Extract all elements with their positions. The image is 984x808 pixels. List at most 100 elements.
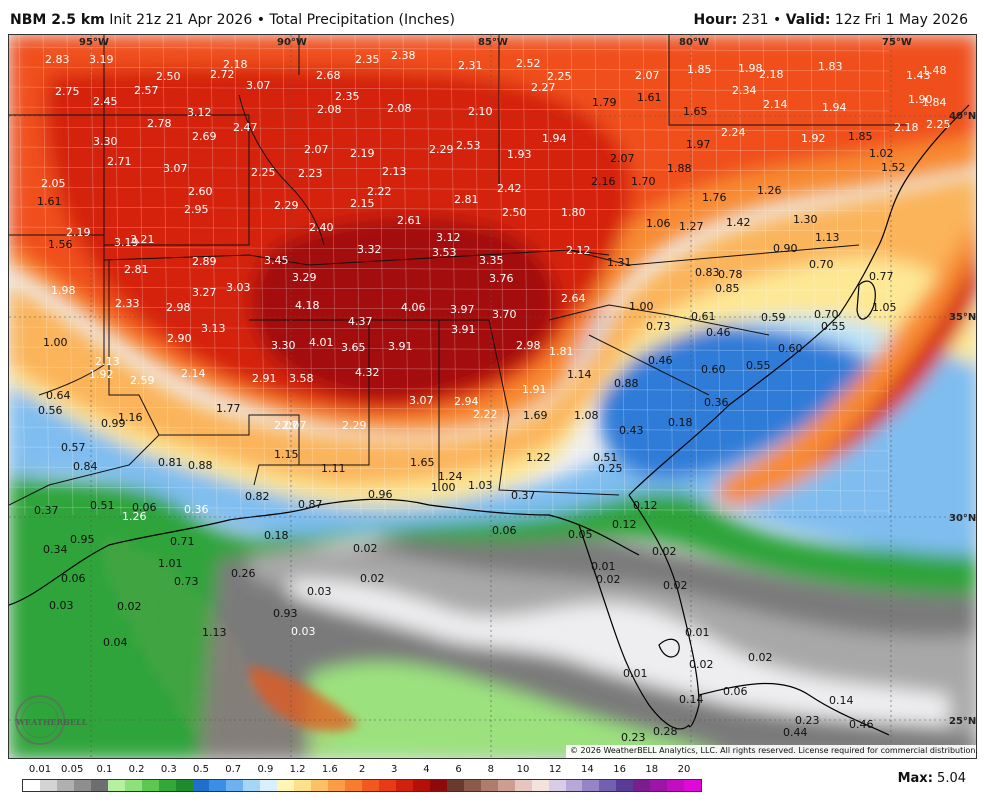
county-line xyxy=(9,166,890,172)
precip-value-label: 2.22 xyxy=(367,185,392,198)
logo-graphic: WEATHERBELL xyxy=(15,695,88,745)
legend-swatch xyxy=(412,780,430,791)
county-line xyxy=(834,35,842,516)
precip-value-label: 0.61 xyxy=(691,310,716,323)
county-line xyxy=(9,346,890,352)
precip-value-label: 0.05 xyxy=(568,528,593,541)
precip-fill-near-white xyxy=(289,579,949,725)
precip-value-label: 2.78 xyxy=(147,117,172,130)
precip-value-label: 1.65 xyxy=(410,456,435,469)
precip-value-label: 4.37 xyxy=(348,315,373,328)
county-line xyxy=(9,86,890,92)
precip-value-label: 2.81 xyxy=(124,263,149,276)
legend-swatch xyxy=(226,780,244,791)
legend-swatch xyxy=(311,780,329,791)
precip-value-label: 2.07 xyxy=(274,419,299,432)
precip-value-label: 1.97 xyxy=(686,138,711,151)
precip-value-label: 2.83 xyxy=(45,53,70,66)
precip-value-label: 2.14 xyxy=(181,367,206,380)
valid-label: Valid: xyxy=(785,12,831,28)
precip-value-label: 2.18 xyxy=(759,68,784,81)
copyright-notice: © 2026 WeatherBELL Analytics, LLC. All r… xyxy=(566,745,978,758)
precip-value-label: 3.70 xyxy=(492,308,517,321)
precip-value-label: 3.58 xyxy=(289,372,314,385)
precip-value-label: 0.77 xyxy=(869,270,894,283)
legend-swatch xyxy=(90,780,108,791)
precip-value-label: 0.02 xyxy=(117,600,142,613)
precip-value-label: 1.26 xyxy=(122,510,147,523)
legend-color-bar xyxy=(22,779,702,792)
legend-swatch xyxy=(277,780,295,791)
precipitation-map[interactable]: 95°W 90°W 85°W 80°W 75°W 40°N 35°N 30°N … xyxy=(8,34,977,759)
legend-tick: 0.1 xyxy=(96,764,113,775)
county-line xyxy=(9,306,890,312)
precip-value-label: 1.16 xyxy=(118,411,143,424)
legend-tick: 0.01 xyxy=(28,764,52,775)
border-9 xyxy=(249,319,370,486)
precip-value-label: 2.71 xyxy=(107,155,132,168)
precip-value-label: 0.36 xyxy=(184,503,209,516)
legend-tick: 4 xyxy=(423,764,430,775)
precip-value-label: 0.02 xyxy=(748,651,773,664)
precip-value-label: 3.19 xyxy=(114,236,139,249)
precip-fill-green-lower xyxy=(309,662,729,758)
atlantic-coast xyxy=(628,104,970,496)
legend-swatch xyxy=(565,780,583,791)
precip-value-label: 0.95 xyxy=(70,533,95,546)
precip-value-label: 0.02 xyxy=(596,573,621,586)
precip-value-label: 0.55 xyxy=(746,359,771,372)
legend-tick: 8 xyxy=(487,764,494,775)
precip-value-label: 2.34 xyxy=(732,84,757,97)
legend-swatch xyxy=(294,780,312,791)
precip-value-label: 2.94 xyxy=(454,395,479,408)
precip-value-label: 1.91 xyxy=(522,383,547,396)
hour-label: Hour: xyxy=(693,12,738,28)
precip-value-label: 1.26 xyxy=(757,184,782,197)
legend-swatch xyxy=(158,780,176,791)
map-header: NBM 2.5 km Init 21z 21 Apr 2026 • Total … xyxy=(0,0,984,34)
precip-value-label: 1.48 xyxy=(922,64,947,77)
precip-value-label: 3.65 xyxy=(341,341,366,354)
precip-fill-layers xyxy=(9,35,976,758)
precip-value-label: 0.23 xyxy=(621,731,646,744)
precip-value-label: 2.12 xyxy=(566,244,591,257)
legend-swatch xyxy=(395,780,413,791)
county-line xyxy=(570,35,578,516)
border-7 xyxy=(668,35,909,126)
precip-value-label: 1.43 xyxy=(906,69,931,82)
precip-value-label: 2.52 xyxy=(516,57,541,70)
precip-value-label: 2.22 xyxy=(473,408,498,421)
precip-value-label: 3.35 xyxy=(479,254,504,267)
precip-value-label: 3.03 xyxy=(226,281,251,294)
legend-swatch xyxy=(328,780,346,791)
county-line xyxy=(762,35,770,516)
precip-value-label: 2.07 xyxy=(635,69,660,82)
precip-value-label: 2.57 xyxy=(134,84,159,97)
county-line xyxy=(786,35,794,516)
precip-value-label: 2.40 xyxy=(309,221,334,234)
legend-swatch xyxy=(480,780,498,791)
legend-tick: 2 xyxy=(358,764,366,775)
precip-value-label: 2.10 xyxy=(468,105,493,118)
county-line xyxy=(738,35,746,516)
precip-value-label: 0.03 xyxy=(307,585,332,598)
precip-value-label: 1.88 xyxy=(667,162,692,175)
precip-value-label: 3.91 xyxy=(451,323,476,336)
lat-lon-labels: 95°W 90°W 85°W 80°W 75°W 40°N 35°N 30°N … xyxy=(79,37,976,727)
precip-value-label: 0.28 xyxy=(653,725,678,738)
county-line xyxy=(858,35,866,516)
precip-value-label: 0.37 xyxy=(511,489,536,502)
cuba-coast xyxy=(698,682,890,736)
county-line xyxy=(9,446,890,452)
precip-value-label: 1.13 xyxy=(202,626,227,639)
precip-value-label: 4.18 xyxy=(295,299,320,312)
legend-swatch xyxy=(684,780,702,791)
precip-value-label: 2.91 xyxy=(252,372,277,385)
precip-value-label: 1.22 xyxy=(526,451,551,464)
precip-value-label: 2.35 xyxy=(335,90,360,103)
border-1 xyxy=(9,114,250,246)
precip-value-label: 2.25 xyxy=(251,166,276,179)
legend-swatch xyxy=(175,780,193,791)
color-legend: 0.01 0.05 0.1 0.2 0.3 0.5 0.7 0.9 1.2 1.6 2 3 4 6 8 10 1… xyxy=(22,764,702,804)
county-line xyxy=(594,35,602,516)
